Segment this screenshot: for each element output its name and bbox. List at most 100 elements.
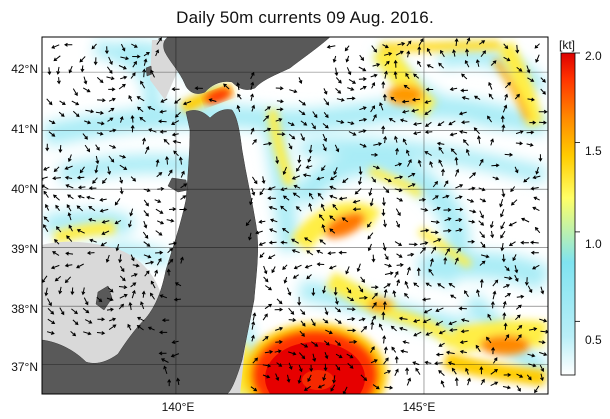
current-arrow	[346, 96, 356, 101]
current-arrow	[293, 184, 301, 189]
current-arrow	[383, 370, 392, 375]
current-arrow	[526, 374, 532, 381]
current-arrow	[538, 340, 546, 345]
current-arrow	[540, 77, 546, 83]
current-arrow	[359, 143, 367, 148]
current-arrow	[119, 164, 128, 170]
current-arrow	[516, 66, 523, 72]
current-arrow	[156, 171, 163, 178]
current-arrow	[504, 81, 511, 89]
current-arrow	[300, 120, 308, 126]
current-arrow	[250, 127, 255, 135]
current-arrow	[120, 75, 128, 80]
current-arrow	[533, 196, 540, 201]
current-arrow	[480, 378, 485, 386]
current-arrow	[141, 290, 146, 298]
current-arrow	[384, 60, 390, 67]
current-arrow	[359, 54, 365, 61]
current-arrow	[406, 40, 412, 47]
current-arrow	[418, 38, 424, 46]
current-arrow	[358, 66, 367, 72]
current-arrow	[490, 60, 497, 66]
current-arrow	[84, 120, 92, 125]
current-arrow	[115, 243, 120, 252]
current-arrow	[79, 166, 85, 174]
current-arrow	[347, 317, 356, 322]
current-arrow	[169, 207, 177, 212]
current-arrow	[297, 155, 302, 164]
current-arrow	[383, 219, 387, 228]
current-arrow	[352, 199, 361, 204]
current-arrow	[395, 220, 400, 228]
current-arrow	[58, 111, 65, 117]
current-arrow	[304, 237, 312, 243]
current-arrow	[485, 336, 492, 344]
current-arrow	[515, 141, 524, 146]
current-arrow	[438, 146, 444, 154]
current-arrow	[127, 323, 132, 331]
current-arrow	[282, 227, 289, 234]
current-arrow	[534, 43, 540, 49]
current-arrow	[182, 100, 192, 106]
current-arrow	[336, 120, 345, 124]
current-arrow	[44, 287, 49, 297]
current-arrow	[417, 159, 422, 167]
current-arrow	[136, 325, 144, 331]
current-arrow	[390, 325, 397, 332]
current-arrow	[450, 294, 457, 299]
current-arrow	[173, 150, 179, 157]
current-arrow	[491, 163, 500, 168]
current-arrow	[382, 186, 390, 194]
current-arrow	[402, 340, 410, 345]
current-arrow	[360, 276, 365, 283]
current-arrow	[250, 71, 255, 80]
current-arrow	[55, 226, 62, 233]
current-arrow	[458, 111, 467, 116]
current-arrow	[523, 177, 530, 183]
current-arrow	[528, 363, 537, 368]
current-arrow	[88, 205, 96, 212]
current-arrow	[392, 289, 397, 298]
current-arrow	[267, 186, 276, 191]
current-arrow	[371, 254, 376, 263]
current-arrow	[68, 224, 73, 232]
current-arrow	[412, 361, 420, 366]
current-arrow	[422, 318, 431, 324]
current-arrow	[372, 165, 381, 170]
current-arrow	[399, 118, 408, 123]
current-arrow	[464, 290, 469, 298]
current-arrow	[394, 270, 399, 278]
current-arrow	[335, 364, 341, 371]
current-arrow	[452, 49, 456, 57]
current-arrow	[405, 149, 410, 157]
current-arrow	[302, 173, 311, 178]
current-arrow	[395, 50, 404, 56]
current-arrow	[107, 117, 114, 122]
current-arrow	[437, 283, 445, 289]
current-arrow	[310, 318, 316, 327]
current-arrow	[394, 355, 399, 364]
current-arrow	[528, 327, 538, 332]
current-arrow	[413, 131, 422, 136]
current-arrow	[348, 131, 357, 136]
current-arrow	[372, 114, 377, 122]
current-arrow	[381, 311, 386, 320]
current-arrow	[370, 73, 378, 78]
current-arrow	[426, 64, 434, 69]
current-arrow	[461, 120, 470, 125]
current-arrow	[286, 287, 292, 296]
current-arrow	[455, 195, 463, 200]
current-arrow	[338, 196, 348, 201]
current-arrow	[150, 280, 156, 289]
current-arrow	[311, 122, 316, 130]
current-arrow	[508, 221, 517, 227]
current-arrow	[324, 307, 329, 316]
current-arrow	[383, 135, 388, 144]
current-arrow	[263, 141, 273, 146]
current-arrow	[76, 175, 85, 180]
current-arrow	[476, 289, 480, 297]
current-arrow	[465, 48, 469, 57]
current-arrow	[500, 221, 506, 230]
current-arrow	[329, 185, 337, 190]
current-arrow	[388, 117, 396, 123]
